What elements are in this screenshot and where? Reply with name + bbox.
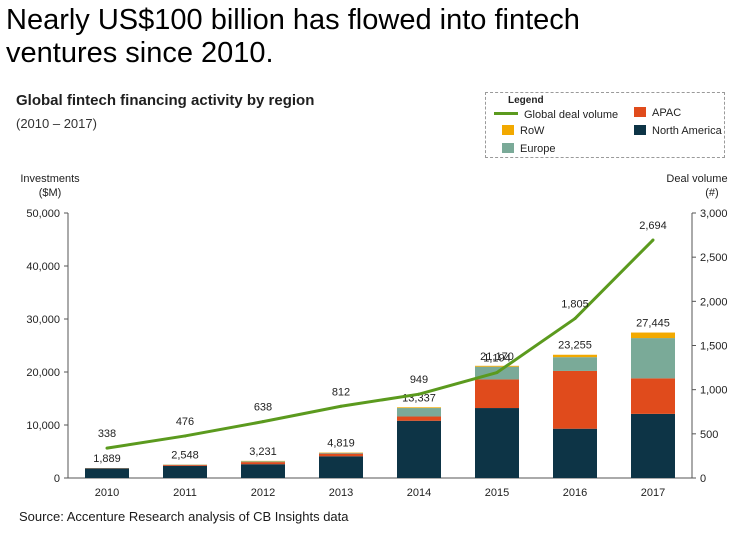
bar-segment-north-america [319,456,363,478]
legend: Legend Global deal volume APAC RoW North… [485,92,725,158]
x-tick-label: 2013 [329,487,353,499]
bar-segment-row [553,354,597,358]
y-left-tick-label: 50,000 [26,208,60,220]
bar-segment-europe [631,338,675,379]
y-right-tick-label: 500 [700,429,718,441]
bar-segment-apac [631,378,675,414]
bar-segment-europe [397,408,441,417]
deal-volume-point [495,371,499,375]
bar-total-label: 23,255 [558,340,592,352]
headline-line-1: Nearly US$100 billion has flowed into fi… [6,4,580,36]
bar-total-label: 1,889 [93,453,121,465]
legend-label: North America [652,125,722,137]
chart-title: Global fintech financing activity by reg… [16,92,315,109]
bar-segment-north-america [553,428,597,478]
legend-line-swatch [494,112,518,115]
deal-volume-label: 812 [332,386,350,398]
bar-segment-apac [475,379,519,409]
bar-total-label: 21,170 [480,351,514,363]
bar-segment-row [397,407,441,409]
bar-segment-europe [241,461,285,463]
bar-segment-north-america [475,408,519,478]
bar-segment-europe [319,452,363,454]
deal-volume-label: 476 [176,416,194,428]
deal-volume-point [105,446,109,450]
y-left-tick-label: 20,000 [26,367,60,379]
legend-swatch [502,143,514,153]
y-right-tick-label: 2,000 [700,296,728,308]
x-tick-label: 2011 [173,487,197,499]
legend-swatch [634,125,646,135]
deal-volume-point [339,404,343,408]
legend-label: Global deal volume [524,109,619,121]
x-tick-label: 2017 [641,487,665,499]
bar-segment-row [475,365,519,367]
bar-segment-apac [241,462,285,465]
source-note: Source: Accenture Research analysis of C… [19,509,349,524]
legend-item-north-america: North America [634,125,722,137]
deal-volume-label: 1,194 [483,353,511,365]
y-left-axis-label: Investments [20,173,80,185]
bar-segment-europe [553,357,597,371]
chart-subtitle: (2010 – 2017) [16,116,97,131]
legend-item-apac: APAC [634,107,681,119]
y-left-axis-unit: ($M) [39,187,62,199]
bar-total-label: 2,548 [171,449,199,461]
y-right-tick-label: 2,500 [700,252,728,264]
legend-title: Legend [508,95,544,106]
x-tick-label: 2014 [407,487,431,499]
legend-swatch [502,125,514,135]
deal-volume-point [417,392,421,396]
y-right-tick-label: 1,000 [700,385,728,397]
deal-volume-line [106,238,655,450]
y-right-tick-label: 3,000 [700,208,728,220]
deal-volume-point [261,420,265,424]
bar-segment-apac [163,465,207,466]
deal-volume-label: 2,694 [639,220,667,232]
y-right-tick-label: 0 [700,473,706,485]
bar-segment-apac [319,453,363,457]
legend-item-deal-volume: Global deal volume [494,109,618,121]
deal-volume-label: 949 [410,374,428,386]
deal-volume-label: 338 [98,428,116,440]
y-right-axis-unit: (#) [705,187,718,199]
x-tick-label: 2015 [485,487,509,499]
bar-total-label: 3,231 [249,446,277,458]
x-tick-label: 2012 [251,487,275,499]
deal-volume-point [183,434,187,438]
bar-segment-north-america [241,464,285,478]
legend-label: RoW [520,125,545,137]
deal-volume-point [651,238,655,242]
legend-swatch [634,107,646,117]
legend-label: APAC [652,107,682,119]
bar-segment-apac [553,370,597,429]
legend-item-europe: Europe [502,143,555,155]
bar-segment-north-america [163,465,207,478]
bar-segment-row [631,332,675,339]
bar-segment-north-america [631,413,675,478]
y-left-tick-label: 40,000 [26,261,60,273]
headline-line-2: ventures since 2010. [6,37,274,69]
bar-segment-north-america [397,420,441,478]
y-left-tick-label: 30,000 [26,314,60,326]
legend-item-row: RoW [502,125,544,137]
bar-total-label: 4,819 [327,437,355,449]
deal-volume-label: 638 [254,402,272,414]
bar-segment-north-america [85,468,129,478]
x-tick-label: 2010 [95,487,119,499]
deal-volume-point [573,317,577,321]
y-left-tick-label: 10,000 [26,420,60,432]
y-left-tick-label: 0 [54,473,60,485]
y-right-tick-label: 1,500 [700,341,728,353]
deal-volume-label: 1,805 [561,299,589,311]
legend-label: Europe [520,143,556,155]
x-tick-label: 2016 [563,487,587,499]
bar-total-label: 27,445 [636,318,670,330]
y-right-axis-label: Deal volume [666,173,727,185]
bar-segment-apac [397,416,441,421]
headline: Nearly US$100 billion has flowed into fi… [6,4,726,70]
